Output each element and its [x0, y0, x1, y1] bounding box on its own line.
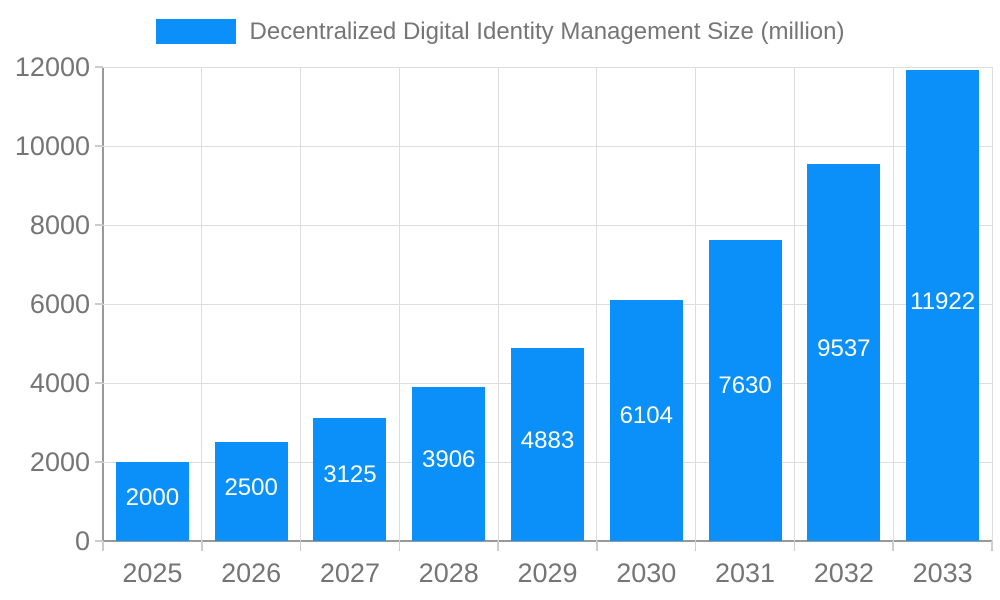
x-gridline [300, 67, 302, 541]
x-tick-label: 2031 [715, 558, 776, 588]
x-gridline [596, 67, 598, 541]
y-tick-mark [95, 224, 103, 226]
x-tick-label: 2030 [616, 558, 677, 588]
x-tick-mark [398, 541, 401, 551]
x-gridline [398, 67, 400, 541]
x-tick-label: 2025 [122, 558, 183, 588]
bar: 6104 [609, 299, 683, 541]
y-tick-label: 4000 [29, 368, 90, 398]
y-tick-label: 10000 [14, 131, 90, 161]
legend-swatch [155, 19, 236, 44]
x-tick-mark [991, 541, 993, 551]
x-gridline [201, 67, 203, 541]
y-tick-label: 6000 [29, 289, 90, 319]
x-tick-label: 2028 [418, 558, 479, 588]
x-tick-mark [694, 541, 697, 551]
x-tick-mark [299, 541, 302, 551]
bar: 4883 [510, 348, 585, 541]
legend-label: Decentralized Digital Identity Managemen… [249, 18, 845, 45]
bar: 3125 [313, 417, 387, 541]
y-tick-mark [95, 303, 103, 305]
x-gridline [497, 67, 499, 541]
y-tick-label: 12000 [14, 52, 90, 82]
y-gridline [103, 303, 992, 305]
x-gridline [695, 67, 697, 541]
x-gridline [793, 67, 795, 541]
y-tick-mark [95, 540, 103, 542]
bar: 3906 [412, 386, 486, 541]
x-tick-mark [102, 541, 104, 551]
y-tick-label: 0 [74, 526, 90, 556]
x-tick-mark [892, 541, 894, 551]
x-tick-mark [497, 541, 499, 551]
y-tick-label: 8000 [29, 210, 90, 240]
x-gridline [991, 67, 993, 541]
x-tick-label: 2033 [912, 558, 973, 588]
bar-value-label: 9537 [817, 334, 871, 362]
bar: 2000 [115, 462, 189, 541]
x-tick-mark [201, 541, 203, 551]
bar-value-label: 3125 [323, 461, 377, 489]
bar: 9537 [807, 164, 881, 541]
x-tick-mark [793, 541, 796, 551]
bar-value-label: 3906 [422, 445, 476, 473]
y-tick-mark [95, 461, 103, 463]
x-tick-label: 2032 [813, 558, 874, 588]
bar: 7630 [708, 239, 782, 541]
y-tick-mark [95, 145, 103, 147]
plot-area: 2000 2500 3125 3906 4883 6104 7630 9537 11922 [102, 66, 993, 542]
bar-value-label: 2000 [125, 483, 180, 511]
y-tick-mark [95, 66, 103, 68]
y-tick-mark [95, 382, 103, 384]
x-tick-label: 2029 [517, 558, 578, 588]
legend: Decentralized Digital Identity Managemen… [0, 19, 1000, 44]
y-tick-label: 2000 [29, 447, 90, 477]
y-gridline [103, 224, 992, 226]
x-tick-mark [596, 541, 598, 551]
bar-value-label: 2500 [224, 473, 278, 501]
y-gridline [103, 66, 992, 68]
bar: 11922 [906, 70, 980, 541]
bar: 2500 [214, 442, 288, 541]
bar-value-label: 4883 [520, 426, 575, 454]
x-tick-label: 2027 [319, 558, 380, 588]
bar-value-label: 11922 [910, 287, 976, 315]
x-gridline [892, 67, 894, 541]
x-axis-line [102, 540, 993, 542]
bar-value-label: 6104 [619, 402, 673, 430]
y-gridline [103, 145, 992, 147]
x-tick-label: 2026 [221, 558, 282, 588]
bar-value-label: 7630 [718, 372, 772, 400]
